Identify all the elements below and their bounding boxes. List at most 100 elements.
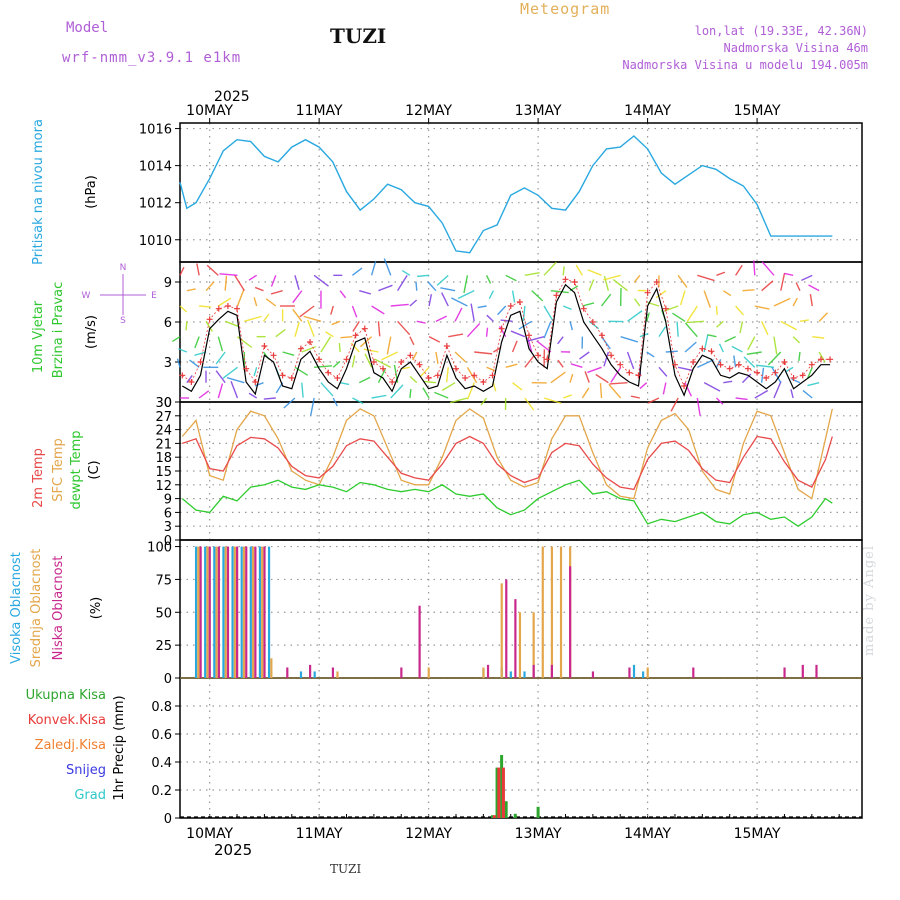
wind-arrow [808,284,820,292]
wind-arrow [684,341,697,353]
wind-arrow [505,274,517,282]
cloud-low-legend: Niska Oblacnost [51,556,66,661]
wind-arrow [543,321,552,339]
wind-arrow [500,319,513,323]
compass-rose: N S W E [82,263,158,326]
tsfc-legend: SFC Temp [51,438,66,502]
bottom-year-label: 2025 [214,841,252,859]
wind-arrow [383,258,392,276]
gust-marker [425,375,432,381]
wind-arrow [543,261,557,276]
cloud-bar [550,546,553,678]
wind-arrow [275,328,286,338]
wind-arrow [760,367,765,383]
wind-arrow [179,305,188,313]
wind-arrow [703,290,711,308]
wind-arrow [761,261,775,276]
top-time-axis: 2025 10MAY 11MAY 12MAY 13MAY 14MAY 15MAY [186,89,781,123]
gust-marker [352,332,359,339]
wind-arrow [626,351,635,370]
wind-arrow [488,290,495,300]
wind-arrow [595,373,609,384]
precip-bar [536,806,540,818]
wind-arrow [807,381,820,387]
wind-arrow [735,305,745,316]
wind-labels: 10m Vjetar Brzina i Pravac (m/s) N S W E [31,263,157,378]
y-tick-label: 0 [164,396,172,411]
wind-arrow [215,370,226,384]
wind-arrow [179,266,185,276]
wind-arrow [294,366,309,376]
wind-arrow [716,271,726,276]
y-tick-label: 30 [155,396,172,411]
wind-arrow [381,351,398,361]
wind-arrow [359,289,372,295]
pressure-title: Pritisak na nivou mora [31,119,46,265]
wind-arrow [677,274,688,288]
cloud-bar [336,671,339,678]
wind-arrow [236,288,245,307]
cloud-bar [400,667,403,678]
gust-marker [754,369,761,376]
wind-arrow [620,335,639,343]
cloud-bar [313,671,316,678]
y-tick-label: 3 [164,520,172,535]
y-tick-label: 15 [155,465,172,480]
cloud-bar [815,664,818,678]
wind-arrow [658,326,667,338]
wind-arrow [741,373,752,384]
wind-arrow [761,280,774,292]
wind-arrow [599,382,603,399]
model-label: Model [66,20,109,36]
wind-arrow [307,319,315,337]
cloud-bar [331,667,335,678]
wind-arrow [364,353,373,368]
wind-arrow [707,334,717,338]
wind-arrow [270,275,277,287]
wind-arrow [581,387,590,399]
pressure-panel: 1010 1012 1014 1016 [139,122,863,263]
wind-arrow [415,281,418,291]
gust-marker [562,276,569,283]
gust-marker [279,372,286,379]
wind-arrow [435,351,439,364]
wind-arrow [457,290,475,300]
y-tick-label: 0 [164,812,172,827]
y-tick-label: 0 [164,534,172,549]
wind-arrow [422,387,430,399]
footer-station: TUZI [330,862,362,876]
wind-arrow [219,273,238,277]
wind-arrow [352,267,363,276]
bottom-time-axis: 2025 10MAY 11MAY 12MAY 13MAY 14MAY 15MAY [186,814,840,859]
y-tick-label: 50 [155,606,172,621]
wind-arrow [332,397,338,407]
cloud-bar [270,658,273,678]
cloud-bar [206,546,209,678]
wind-arrow [486,366,496,372]
gust-marker [744,365,751,372]
wind-arrow [633,298,641,307]
wind-arrow [610,366,622,383]
wind-arrow [270,289,283,295]
wind-arrow [351,305,358,318]
compass-w: W [82,291,91,301]
wind-arrow [792,297,798,307]
wind-arrow [791,378,801,384]
pressure-unit: (hPa) [84,175,99,209]
pressure-frame [179,122,863,263]
wind-title-2: Brzina i Pravac [51,282,66,379]
gust-marker [699,345,706,352]
gust-marker [516,299,523,305]
wind-arrow [377,368,386,383]
wind-arrow [658,366,668,377]
cloud-panel: 0 25 50 75 100 [147,539,863,687]
wind-arrow [427,281,437,292]
wind-arrow [569,373,574,383]
gust-marker [452,365,459,372]
gust-marker [726,365,733,372]
gust-marker [617,361,624,368]
gust-marker [489,372,496,379]
wind-arrow [194,351,207,356]
wind-arrow [696,397,701,416]
wind-arrow [485,327,489,337]
